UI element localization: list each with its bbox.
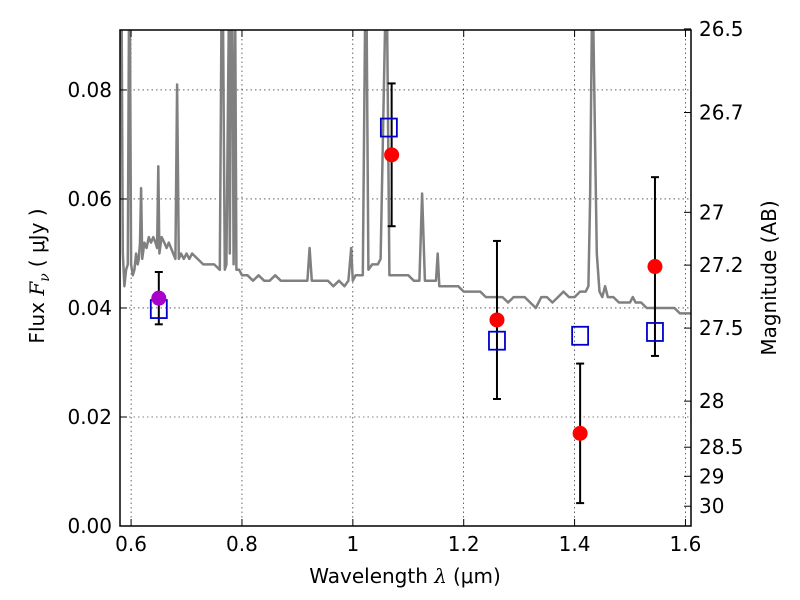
observed-point	[647, 259, 663, 275]
plot-frame	[119, 29, 692, 527]
observed-point	[489, 312, 505, 328]
x-axis-ticks: 0.6 0.8 1 1.2 1.4 1.6	[115, 30, 701, 556]
y-axis-label: Flux Fν ( μJy )	[25, 208, 53, 343]
grid-lines	[120, 30, 691, 526]
y-tick-label: 0.02	[67, 405, 112, 429]
magnitude-tick-label: 27.2	[699, 253, 744, 277]
magnitude-tick-label: 28.5	[699, 435, 744, 459]
y-axis-label-sub: ν	[37, 273, 53, 282]
magnitude-tick-label: 27.5	[699, 316, 744, 340]
model-photometry-point	[571, 325, 590, 346]
magnitude-axis-ticks: 26.5 26.7 27 27.2 27.5 28 28.5 29 30	[684, 17, 744, 518]
magnitude-tick-label: 26.5	[699, 17, 744, 41]
observed-point	[151, 290, 167, 306]
x-tick-label: 0.6	[115, 532, 147, 556]
y-axis-label-prefix: Flux	[25, 296, 49, 344]
y-tick-label: 0.08	[67, 78, 112, 102]
y-axis-ticks: 0.00 0.02 0.04 0.06 0.08	[67, 78, 127, 538]
magnitude-tick-label: 28	[699, 389, 724, 413]
model-photometry-point	[379, 117, 398, 138]
x-axis-label-lambda: λ	[433, 564, 447, 588]
model-spectrum	[120, 30, 691, 315]
x-tick-label: 1.6	[670, 532, 702, 556]
x-axis-label: Wavelength λ (μm)	[309, 564, 501, 588]
x-tick-label: 0.8	[226, 532, 258, 556]
y-tick-label: 0.04	[67, 296, 112, 320]
magnitude-tick-label: 26.7	[699, 101, 744, 125]
magnitude-axis-label: Magnitude (AB)	[757, 200, 781, 355]
x-axis-label-unit: (μm)	[453, 564, 501, 588]
model-photometry-markers	[149, 117, 664, 351]
model-photometry-point	[488, 330, 506, 351]
observed-point	[572, 425, 588, 441]
observed-point	[384, 147, 400, 163]
y-tick-label: 0.00	[67, 514, 112, 538]
magnitude-tick-label: 30	[699, 494, 724, 518]
magnitude-tick-label: 29	[699, 464, 724, 488]
x-tick-label: 1.4	[559, 532, 591, 556]
model-photometry-point	[646, 322, 664, 342]
y-axis-label-symbol: F	[25, 281, 49, 297]
y-axis-label-unit: ( μJy )	[25, 208, 49, 267]
x-axis-label-prefix: Wavelength	[309, 564, 434, 588]
y-tick-label: 0.06	[67, 187, 112, 211]
x-tick-label: 1	[346, 532, 359, 556]
observed-markers	[151, 147, 663, 441]
x-tick-label: 1.2	[448, 532, 480, 556]
magnitude-tick-label: 27	[699, 200, 724, 224]
model-spectrum-line	[120, 30, 691, 315]
